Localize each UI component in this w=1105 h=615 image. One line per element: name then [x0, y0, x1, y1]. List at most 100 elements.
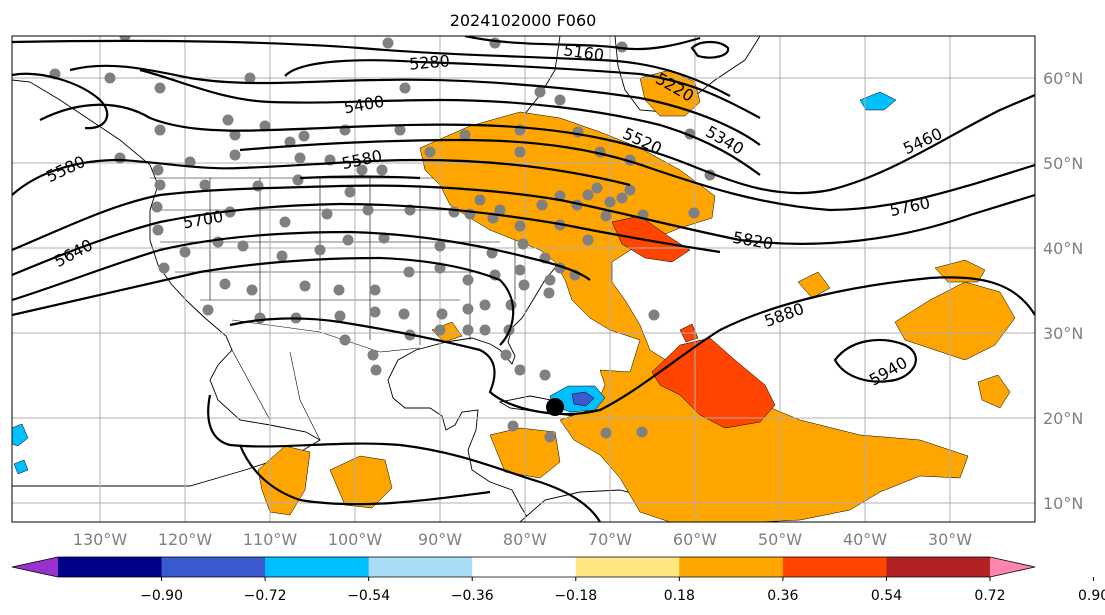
- station-dot: [114, 152, 126, 164]
- lat-label: 40°N: [1043, 239, 1083, 258]
- colorbar-outline: [11, 556, 1036, 578]
- shade-positive-east-3: [977, 374, 1011, 409]
- colorbar-tick-label: 0.54: [871, 588, 902, 604]
- shade-negative-pacific-2: [13, 459, 29, 475]
- station-dot: [298, 130, 310, 142]
- shade-negative-storm-core: [571, 391, 595, 407]
- lat-label: 10°N: [1043, 494, 1083, 513]
- station-dot: [369, 306, 381, 318]
- map-frame: [11, 35, 1036, 523]
- station-dot: [474, 194, 486, 206]
- contour-5340: [69, 64, 761, 146]
- station-dot: [237, 240, 249, 252]
- station-dot: [356, 164, 368, 176]
- station-dot: [154, 82, 166, 94]
- station-dot: [184, 156, 196, 168]
- longitude-labels: 130°W 120°W 110°W 100°W 90°W 80°W 70°W 6…: [73, 530, 972, 549]
- lon-label: 110°W: [243, 530, 298, 549]
- lon-label: 60°W: [673, 530, 717, 549]
- station-dot: [246, 284, 258, 296]
- station-dot: [344, 186, 356, 198]
- station-dot: [434, 240, 446, 252]
- station-dot: [152, 224, 164, 236]
- storm-center-dot: [546, 398, 564, 416]
- station-dot: [334, 310, 346, 322]
- station-dot: [154, 179, 166, 191]
- colorbar: −0.90 −0.72 −0.54 −0.36 −0.18 0.18 0.36 0.54 0.7…: [11, 556, 1105, 604]
- colorbar-extend-high: [990, 557, 1035, 577]
- contour-5580-south: [299, 175, 421, 180]
- lat-label: 20°N: [1043, 409, 1083, 428]
- colorbar-segment: [472, 557, 577, 577]
- contour-5400: [139, 68, 761, 176]
- lon-label: 90°W: [418, 530, 462, 549]
- lon-label: 130°W: [73, 530, 128, 549]
- station-dot: [398, 308, 410, 320]
- lon-label: 80°W: [503, 530, 547, 549]
- station-dot: [339, 334, 351, 346]
- station-dot: [462, 274, 474, 286]
- station-dot: [648, 309, 660, 321]
- station-dot: [582, 234, 594, 246]
- station-dot: [479, 299, 491, 311]
- station-dot: [448, 206, 460, 218]
- station-dot: [219, 278, 231, 290]
- station-dot: [382, 37, 394, 49]
- station-dot: [362, 204, 374, 216]
- colorbar-segment: [265, 557, 370, 577]
- station-dot: [500, 349, 512, 361]
- station-dot: [459, 129, 471, 141]
- station-dot: [434, 324, 446, 336]
- station-dot: [514, 364, 526, 376]
- station-dot: [543, 287, 555, 299]
- station-dot: [507, 420, 519, 432]
- contour-5640: [12, 184, 1035, 252]
- contour-5880: [229, 276, 1035, 416]
- station-dot: [600, 427, 612, 439]
- contour-5520: [239, 138, 1035, 212]
- colorbar-segment: [782, 557, 887, 577]
- station-dot: [276, 250, 288, 262]
- colorbar-tick-label: 0.36: [767, 588, 798, 604]
- station-dot: [539, 369, 551, 381]
- station-dot: [534, 86, 546, 98]
- colorbar-segment: [368, 557, 473, 577]
- lon-label: 70°W: [588, 530, 632, 549]
- lat-label: 30°N: [1043, 324, 1083, 343]
- shade-positive-east-1: [894, 281, 1016, 361]
- station-dot: [514, 264, 526, 276]
- colorbar-tick-label: −0.18: [554, 588, 597, 604]
- colorbar-extend-low: [12, 557, 58, 577]
- station-dot: [517, 238, 529, 250]
- lat-label: 50°N: [1043, 154, 1083, 173]
- shade-positive-northeast-1: [797, 271, 831, 299]
- contour-5820: [12, 256, 515, 346]
- station-dot: [284, 136, 296, 148]
- map-panel: 5160 5220 5280 5340 5400 5460 5520 5580 …: [11, 35, 1083, 549]
- contour-5160: [464, 36, 701, 51]
- station-dot: [582, 189, 594, 201]
- station-dot: [229, 129, 241, 141]
- station-dot: [259, 120, 271, 132]
- station-dot: [688, 207, 700, 219]
- station-dot: [292, 174, 304, 186]
- height-contours: [12, 36, 1035, 522]
- figure-title: 2024102000 F060: [450, 11, 597, 30]
- colorbar-segment: [886, 557, 991, 577]
- station-dot: [342, 234, 354, 246]
- station-dot: [514, 220, 526, 232]
- colorbar-tick-label: −0.90: [140, 588, 183, 604]
- colorbar-tick-label: −0.54: [347, 588, 390, 604]
- station-dot: [299, 280, 311, 292]
- station-dot: [518, 279, 530, 291]
- contour-5280: [284, 59, 761, 119]
- station-dot: [333, 284, 345, 296]
- latitude-labels: 60°N 50°N 40°N 30°N 20°N 10°N: [1043, 69, 1083, 513]
- station-dot: [179, 246, 191, 258]
- contour-5220: [12, 39, 731, 97]
- contour-greenland-low: [690, 40, 730, 59]
- station-dot: [152, 164, 164, 176]
- station-dot: [544, 274, 556, 286]
- station-dot: [158, 262, 170, 274]
